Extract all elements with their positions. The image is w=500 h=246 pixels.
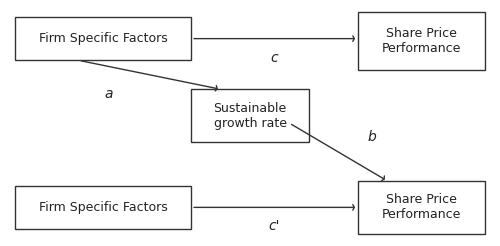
FancyBboxPatch shape xyxy=(358,12,485,70)
Text: Sustainable
growth rate: Sustainable growth rate xyxy=(214,102,286,130)
Text: Share Price
Performance: Share Price Performance xyxy=(382,193,461,221)
Text: b: b xyxy=(368,130,376,144)
Text: Firm Specific Factors: Firm Specific Factors xyxy=(38,32,168,45)
FancyBboxPatch shape xyxy=(15,186,191,229)
Text: a: a xyxy=(104,87,113,101)
FancyBboxPatch shape xyxy=(358,181,485,234)
Text: Share Price
Performance: Share Price Performance xyxy=(382,27,461,55)
Text: c: c xyxy=(270,51,278,65)
Text: c': c' xyxy=(269,219,280,233)
Text: Firm Specific Factors: Firm Specific Factors xyxy=(38,201,168,214)
FancyBboxPatch shape xyxy=(15,17,191,60)
FancyBboxPatch shape xyxy=(191,89,309,142)
